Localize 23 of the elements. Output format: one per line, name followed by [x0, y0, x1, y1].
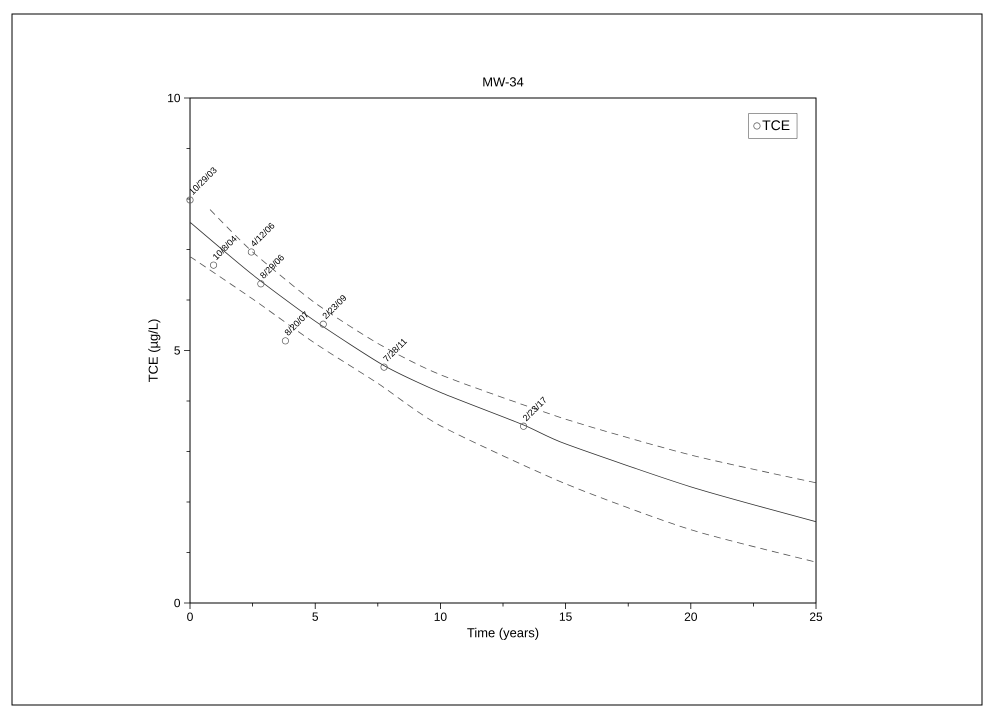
x-tick-label: 5: [312, 612, 318, 621]
y-axis-title: TCE (µg/L): [148, 320, 160, 382]
point: [380, 364, 388, 371]
point: [210, 262, 218, 269]
x-tick-label: 25: [810, 612, 822, 621]
legend-label: TCE: [762, 120, 790, 130]
y-tick-label: 5: [174, 346, 180, 355]
x-tick-label: 0: [187, 612, 193, 621]
x-tick-label: 10: [434, 612, 447, 621]
x-tick-label: 15: [560, 612, 572, 621]
point: [186, 196, 194, 204]
chart-title: MW-34: [483, 77, 524, 86]
line-series: [190, 222, 816, 522]
point: [520, 422, 528, 430]
point: [282, 337, 289, 344]
x-axis-title: Time (years): [467, 628, 538, 640]
point: [320, 320, 327, 328]
line-series: [210, 209, 816, 484]
y-tick-label: 0: [174, 598, 180, 608]
point: [248, 248, 255, 256]
x-tick-label: 20: [684, 612, 697, 621]
y-tick-label: 10: [168, 94, 180, 102]
point: [257, 280, 264, 288]
